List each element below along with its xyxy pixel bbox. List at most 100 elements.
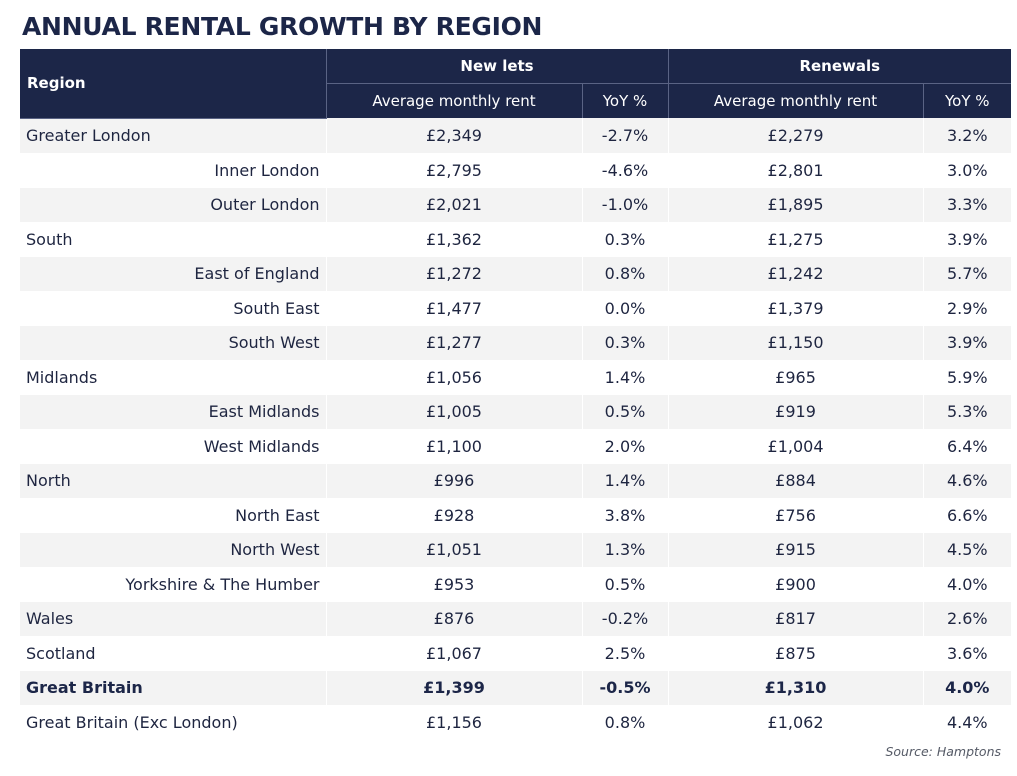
renewals-rent-cell: £1,004 — [668, 429, 924, 464]
new-lets-yoy-cell: 0.5% — [582, 394, 669, 429]
region-cell: Yorkshire & The Humber — [20, 567, 327, 602]
table-row: East of England £1,272 0.8% £1,242 5.7% — [20, 256, 1012, 291]
region-cell: East Midlands — [20, 394, 327, 429]
region-cell: North West — [20, 532, 327, 567]
renewals-yoy-cell: 4.0% — [946, 574, 988, 594]
region-cell: Greater London — [20, 118, 327, 153]
new-lets-rent-cell: £1,399 — [326, 670, 583, 705]
new-lets-yoy-cell: 0.8% — [582, 705, 669, 740]
renewals-rent-cell: £900 — [668, 567, 924, 602]
renewals-rent-cell: £1,150 — [668, 325, 924, 360]
region-cell: Scotland — [20, 636, 327, 671]
table-header: Region New lets Renewals Average monthly… — [20, 49, 1012, 119]
renewals-rent-cell: £817 — [668, 601, 924, 636]
new-lets-rent-cell: £996 — [326, 463, 583, 498]
new-lets-yoy-cell: 1.4% — [582, 360, 669, 395]
source-note: Source: Hamptons — [885, 744, 1001, 759]
renewals-rent-cell: £756 — [668, 498, 924, 533]
table-row: North East £928 3.8% £756 6.6% — [20, 498, 1011, 533]
new-lets-yoy-cell: 1.3% — [582, 532, 669, 567]
table-body: Greater London £2,349 -2.7% £2,279 3.2% … — [20, 118, 1012, 740]
table-row: Greater London £2,349 -2.7% £2,279 3.2% — [20, 118, 1012, 153]
table-row: East Midlands £1,005 0.5% £919 5.3% — [20, 394, 1012, 429]
renewals-rent-cell: £1,379 — [668, 291, 924, 326]
region-cell: Inner London — [20, 153, 327, 188]
new-lets-rent-cell: £1,156 — [326, 705, 583, 740]
renewals-rent-cell: £1,895 — [668, 187, 924, 222]
table-row: Yorkshire & The Humber £953 0.5% £900 4.… — [20, 567, 1011, 602]
table-row: North West £1,051 1.3% £915 4.5% — [20, 532, 1012, 567]
renewals-rent-cell: £1,062 — [668, 705, 924, 740]
region-column-header: Region — [20, 49, 327, 119]
region-cell: Great Britain — [20, 670, 327, 705]
new-lets-yoy-cell: 3.8% — [582, 498, 669, 533]
region-cell: Midlands — [20, 360, 327, 395]
new-lets-yoy-cell: 2.0% — [582, 429, 669, 464]
region-cell: Wales — [20, 601, 327, 636]
renewals-yoy-cell: 3.6% — [946, 643, 988, 663]
renewals-yoy-cell: 5.3% — [923, 394, 1012, 429]
table-row: Scotland £1,067 2.5% £875 3.6% — [20, 636, 1011, 671]
table-row: South East £1,477 0.0% £1,379 2.9% — [20, 291, 1011, 326]
renewals-yoy-cell: 4.6% — [923, 463, 1012, 498]
table-row-total: Great Britain £1,399 -0.5% £1,310 4.0% — [20, 670, 1012, 705]
new-lets-rent-cell: £953 — [326, 567, 583, 602]
renewals-yoy-cell: 6.4% — [946, 436, 988, 456]
renewals-yoy-cell: 3.9% — [923, 325, 1012, 360]
renewals-rent-cell: £1,242 — [668, 256, 924, 291]
renewals-yoy-cell: 3.3% — [923, 187, 1012, 222]
new-lets-rent-cell: £1,005 — [326, 394, 583, 429]
renewals-yoy-cell: 3.9% — [946, 229, 988, 249]
new-lets-yoy-cell: 2.5% — [582, 636, 669, 671]
renewals-rent-cell: £1,275 — [668, 222, 924, 257]
new-lets-rent-cell: £1,067 — [326, 636, 583, 671]
new-lets-rent-cell: £1,056 — [326, 360, 583, 395]
region-cell: South East — [20, 291, 327, 326]
renewals-yoy-cell: 4.5% — [923, 532, 1012, 567]
new-lets-rent-cell: £1,272 — [326, 256, 583, 291]
new-lets-yoy-cell: -0.2% — [582, 601, 669, 636]
renewals-yoy-cell: 3.2% — [923, 118, 1012, 153]
renewals-yoy-cell: 3.0% — [946, 160, 988, 180]
new-lets-rent-header: Average monthly rent — [326, 83, 583, 118]
renewals-yoy-cell: 2.6% — [923, 601, 1012, 636]
renewals-rent-cell: £915 — [668, 532, 924, 567]
renewals-rent-cell: £1,310 — [668, 670, 924, 705]
page-title: ANNUAL RENTAL GROWTH BY REGION — [22, 12, 543, 41]
new-lets-yoy-cell: -4.6% — [582, 153, 669, 188]
renewals-rent-cell: £2,279 — [668, 118, 924, 153]
new-lets-yoy-cell: 0.3% — [582, 325, 669, 360]
table-row: Wales £876 -0.2% £817 2.6% — [20, 601, 1012, 636]
new-lets-rent-cell: £1,051 — [326, 532, 583, 567]
new-lets-rent-cell: £1,277 — [326, 325, 583, 360]
renewals-rent-header: Average monthly rent — [668, 83, 924, 118]
renewals-yoy-header: YoY % — [923, 83, 1012, 118]
table-row: Outer London £2,021 -1.0% £1,895 3.3% — [20, 187, 1012, 222]
renewals-yoy-cell: 5.7% — [923, 256, 1012, 291]
new-lets-rent-cell: £2,021 — [326, 187, 583, 222]
new-lets-yoy-cell: 1.4% — [582, 463, 669, 498]
new-lets-rent-cell: £928 — [326, 498, 583, 533]
region-cell: East of England — [20, 256, 327, 291]
table-row: Midlands £1,056 1.4% £965 5.9% — [20, 360, 1011, 395]
new-lets-yoy-cell: -1.0% — [582, 187, 669, 222]
new-lets-rent-cell: £2,795 — [326, 153, 583, 188]
table-row: Great Britain (Exc London) £1,156 0.8% £… — [20, 705, 1011, 740]
region-cell: Outer London — [20, 187, 327, 222]
new-lets-rent-cell: £2,349 — [326, 118, 583, 153]
region-cell: South — [20, 222, 327, 257]
new-lets-rent-cell: £1,362 — [326, 222, 583, 257]
region-cell: West Midlands — [20, 429, 327, 464]
new-lets-yoy-cell: 0.5% — [582, 567, 669, 602]
region-cell: Great Britain (Exc London) — [20, 705, 327, 740]
new-lets-yoy-cell: 0.0% — [582, 291, 669, 326]
new-lets-rent-cell: £1,100 — [326, 429, 583, 464]
table-row: South West £1,277 0.3% £1,150 3.9% — [20, 325, 1012, 360]
new-lets-yoy-header: YoY % — [582, 83, 669, 118]
new-lets-rent-cell: £1,477 — [326, 291, 583, 326]
renewals-rent-cell: £884 — [668, 463, 924, 498]
renewals-group-header: Renewals — [668, 49, 1012, 84]
table-row: South £1,362 0.3% £1,275 3.9% — [20, 222, 1011, 257]
renewals-rent-cell: £875 — [668, 636, 924, 671]
renewals-rent-cell: £2,801 — [668, 153, 924, 188]
